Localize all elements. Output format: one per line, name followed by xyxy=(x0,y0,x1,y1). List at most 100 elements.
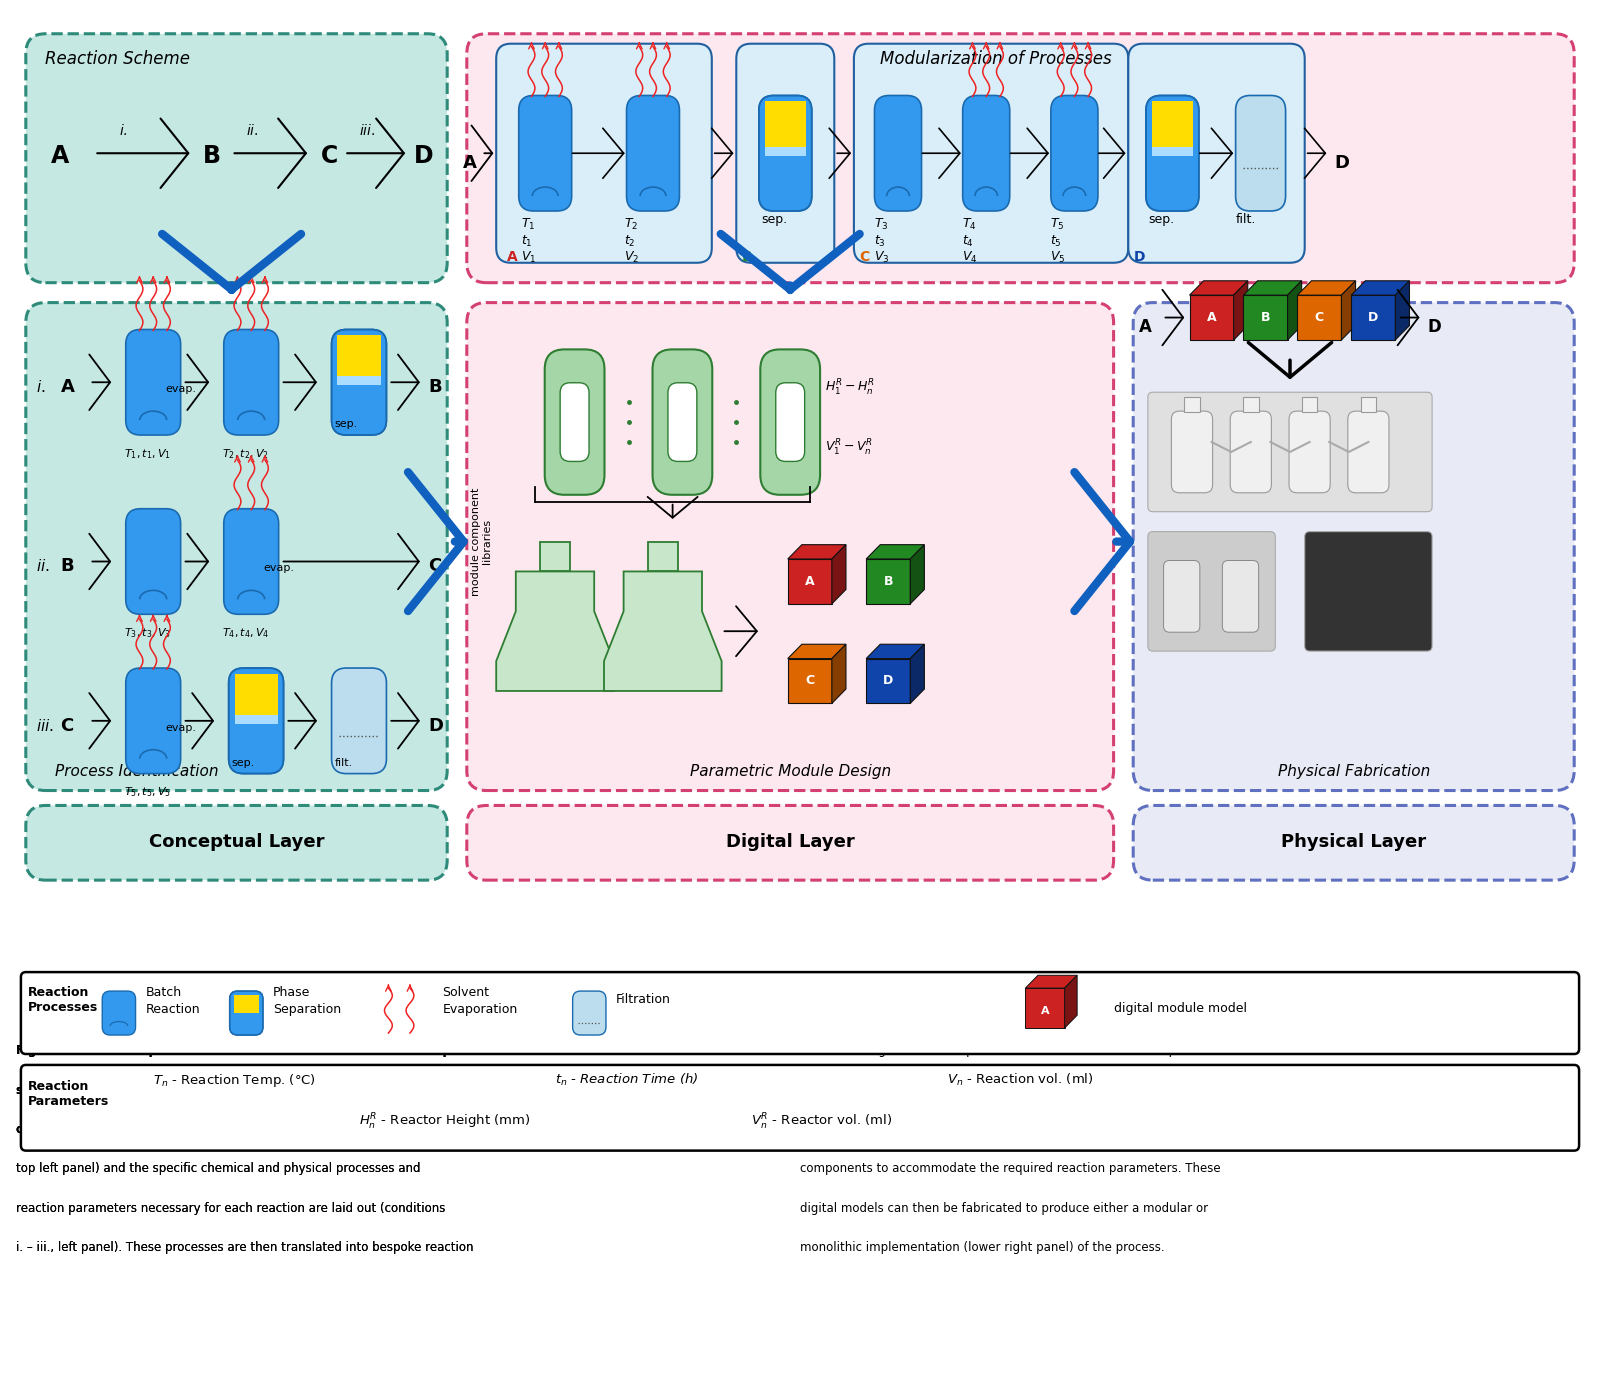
Text: Physical Layer: Physical Layer xyxy=(1282,834,1426,852)
Text: $T_2$: $T_2$ xyxy=(624,217,638,232)
FancyBboxPatch shape xyxy=(518,95,571,212)
Text: $V_4$: $V_4$ xyxy=(962,250,978,266)
Text: $T_4, t_4, V_4$: $T_4, t_4, V_4$ xyxy=(222,626,269,640)
Text: $\mathbf{C}$: $\mathbf{C}$ xyxy=(320,144,338,169)
Polygon shape xyxy=(787,545,846,559)
Text: $t_2$: $t_2$ xyxy=(624,234,635,249)
Text: $V_1$: $V_1$ xyxy=(520,250,536,266)
FancyBboxPatch shape xyxy=(467,33,1574,282)
FancyBboxPatch shape xyxy=(544,350,605,495)
Text: cartridge. Reactions necessary for the synthesis are identified (A→B→C→D,: cartridge. Reactions necessary for the s… xyxy=(16,1123,459,1135)
FancyBboxPatch shape xyxy=(1243,397,1259,412)
Text: $T_1$: $T_1$ xyxy=(520,217,534,232)
FancyBboxPatch shape xyxy=(1298,295,1341,340)
FancyBboxPatch shape xyxy=(541,542,570,571)
FancyBboxPatch shape xyxy=(1302,397,1317,412)
Text: reaction parameters necessary for each reaction are laid out (conditions: reaction parameters necessary for each r… xyxy=(16,1202,445,1214)
FancyBboxPatch shape xyxy=(1152,101,1194,148)
FancyBboxPatch shape xyxy=(866,658,910,704)
FancyBboxPatch shape xyxy=(229,668,283,773)
Polygon shape xyxy=(1298,281,1355,295)
FancyBboxPatch shape xyxy=(1051,95,1098,212)
FancyBboxPatch shape xyxy=(573,992,606,1034)
Text: $V_2$: $V_2$ xyxy=(624,250,638,266)
Text: A: A xyxy=(1206,311,1216,324)
Text: $T_3, t_3, V_3$: $T_3, t_3, V_3$ xyxy=(123,626,171,640)
Text: Phase: Phase xyxy=(272,986,310,999)
Text: evap.: evap. xyxy=(165,384,195,394)
Text: $t_3$: $t_3$ xyxy=(874,234,885,249)
Text: $t_5$: $t_5$ xyxy=(1050,234,1062,249)
FancyBboxPatch shape xyxy=(560,383,589,462)
Polygon shape xyxy=(832,545,846,604)
Text: sep.: sep. xyxy=(1147,213,1174,225)
Text: $V_3$: $V_3$ xyxy=(874,250,890,266)
Text: $T_1, t_1, V_1$: $T_1, t_1, V_1$ xyxy=(123,447,171,461)
FancyBboxPatch shape xyxy=(765,147,806,156)
Text: sep.: sep. xyxy=(762,213,787,225)
Text: Parametric Module Design: Parametric Module Design xyxy=(690,763,891,779)
FancyBboxPatch shape xyxy=(126,509,181,614)
Text: D: D xyxy=(1368,311,1379,324)
Polygon shape xyxy=(1234,281,1248,340)
Text: monolithic implementation (lower right panel) of the process.: monolithic implementation (lower right p… xyxy=(800,1242,1165,1254)
Text: $\mathbf{B}$: $\mathbf{B}$ xyxy=(741,250,754,264)
Text: filt.: filt. xyxy=(1237,213,1256,225)
Text: B: B xyxy=(883,575,893,588)
FancyBboxPatch shape xyxy=(1163,560,1200,632)
Text: digital module model: digital module model xyxy=(1114,1001,1246,1015)
Text: C: C xyxy=(805,675,814,687)
FancyBboxPatch shape xyxy=(230,992,262,1034)
Text: $T_2, t_2, V_2$: $T_2, t_2, V_2$ xyxy=(222,447,269,461)
Polygon shape xyxy=(910,644,925,704)
Text: Filtration: Filtration xyxy=(616,993,670,1005)
Polygon shape xyxy=(1189,281,1248,295)
Text: $\mathbf{D}$: $\mathbf{D}$ xyxy=(1334,154,1350,171)
Text: $iii.$: $iii.$ xyxy=(358,123,376,138)
Text: $\mathbf{B}$: $\mathbf{B}$ xyxy=(202,144,221,169)
FancyBboxPatch shape xyxy=(126,668,181,773)
Text: $T_4$: $T_4$ xyxy=(962,217,976,232)
FancyBboxPatch shape xyxy=(963,95,1010,212)
Text: Digital Layer: Digital Layer xyxy=(726,834,854,852)
Text: $i.$: $i.$ xyxy=(118,123,128,138)
FancyBboxPatch shape xyxy=(1133,805,1574,880)
FancyBboxPatch shape xyxy=(467,303,1114,791)
Text: Fig. 1. Schematic representation of the translation of a multistep: Fig. 1. Schematic representation of the … xyxy=(16,1044,451,1057)
FancyBboxPatch shape xyxy=(331,329,387,436)
Text: $\mathbf{D}$: $\mathbf{D}$ xyxy=(413,144,434,169)
Text: $T_3$: $T_3$ xyxy=(874,217,888,232)
Text: $H^R_n$ - Reactor Height (mm): $H^R_n$ - Reactor Height (mm) xyxy=(358,1112,531,1131)
FancyBboxPatch shape xyxy=(758,95,811,212)
Text: $t_n$ - Reaction Time (h): $t_n$ - Reaction Time (h) xyxy=(555,1072,699,1088)
Text: i. – iii., left panel). These processes are then translated into bespoke reactio: i. – iii., left panel). These processes … xyxy=(16,1242,474,1254)
FancyBboxPatch shape xyxy=(26,805,448,880)
Text: module component
libraries: module component libraries xyxy=(470,487,493,596)
Text: $\mathbf{B}$: $\mathbf{B}$ xyxy=(427,378,442,396)
FancyBboxPatch shape xyxy=(1147,531,1275,651)
Text: i. – iii., left panel). These processes are then translated into bespoke reactio: i. – iii., left panel). These processes … xyxy=(16,1242,474,1254)
Text: cartridge.: cartridge. xyxy=(16,1123,86,1135)
Polygon shape xyxy=(787,644,846,658)
Text: Reaction: Reaction xyxy=(146,1003,200,1017)
Text: top left panel) and the specific chemical and physical processes and: top left panel) and the specific chemica… xyxy=(16,1162,421,1176)
Text: filt.: filt. xyxy=(334,758,352,768)
FancyBboxPatch shape xyxy=(331,668,387,773)
Text: $\mathbf{C}$: $\mathbf{C}$ xyxy=(427,557,442,575)
Text: synthesis from conception through to implementation as a reaction: synthesis from conception through to imp… xyxy=(16,1084,466,1097)
Text: Reaction Scheme: Reaction Scheme xyxy=(45,50,190,68)
FancyBboxPatch shape xyxy=(235,715,278,723)
Polygon shape xyxy=(866,644,925,658)
Text: A: A xyxy=(805,575,814,588)
Text: $V^R_{1}-V^R_{n}$: $V^R_{1}-V^R_{n}$ xyxy=(824,438,872,458)
Text: $t_1$: $t_1$ xyxy=(520,234,533,249)
FancyBboxPatch shape xyxy=(1243,295,1288,340)
Text: $V^R_n$ - Reactor vol. (ml): $V^R_n$ - Reactor vol. (ml) xyxy=(750,1112,893,1131)
FancyBboxPatch shape xyxy=(776,383,805,462)
FancyBboxPatch shape xyxy=(126,329,181,436)
FancyBboxPatch shape xyxy=(760,350,821,495)
FancyBboxPatch shape xyxy=(854,44,1128,263)
Text: Process Identification: Process Identification xyxy=(54,763,219,779)
Text: Solvent: Solvent xyxy=(442,986,490,999)
Text: Fig. 1. Schematic representation of the translation of a multistep: Fig. 1. Schematic representation of the … xyxy=(16,1044,451,1057)
